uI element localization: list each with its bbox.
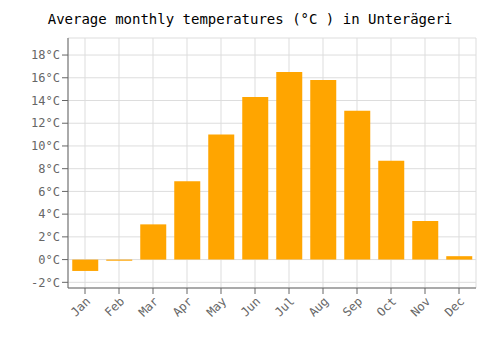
svg-text:May: May [204,294,229,319]
svg-text:10°C: 10°C [31,139,60,153]
svg-text:Nov: Nov [408,294,433,319]
svg-text:8°C: 8°C [38,162,60,176]
svg-text:Oct: Oct [374,294,399,319]
svg-text:Aug: Aug [306,294,331,319]
svg-text:18°C: 18°C [31,48,60,62]
svg-text:Jul: Jul [272,294,297,319]
svg-text:2°C: 2°C [38,230,60,244]
svg-text:-2°C: -2°C [31,276,60,290]
svg-text:Jan: Jan [68,294,93,319]
svg-text:14°C: 14°C [31,94,60,108]
svg-text:Mar: Mar [136,294,161,319]
svg-text:Jun: Jun [238,294,263,319]
svg-text:Dec: Dec [442,294,467,319]
svg-text:Feb: Feb [102,294,127,319]
svg-text:Apr: Apr [170,294,195,319]
svg-text:Sep: Sep [340,294,365,319]
svg-text:12°C: 12°C [31,116,60,130]
svg-text:0°C: 0°C [38,253,60,267]
svg-text:6°C: 6°C [38,185,60,199]
svg-text:4°C: 4°C [38,207,60,221]
html-text:Average monthly temperatures (: Average monthly temperatures (°C ) in Un… [47,11,453,27]
svg-text:16°C: 16°C [31,71,60,85]
